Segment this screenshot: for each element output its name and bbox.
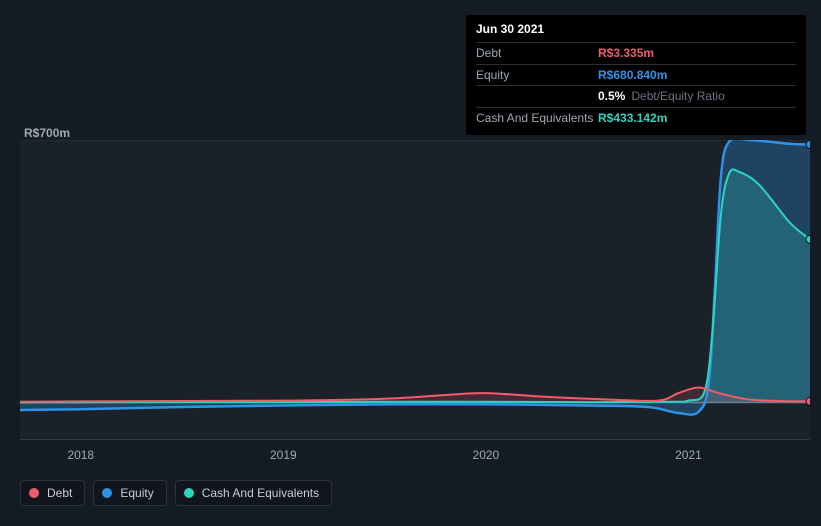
legend-item[interactable]: Equity	[93, 480, 166, 506]
y-axis-label: R$700m	[24, 126, 70, 140]
tooltip-row: EquityR$680.840m	[476, 65, 796, 87]
x-axis-label: 2021	[675, 448, 702, 462]
tooltip-row: Cash And EquivalentsR$433.142m	[476, 108, 796, 129]
legend-item[interactable]: Cash And Equivalents	[175, 480, 332, 506]
x-axis-label: 2020	[473, 448, 500, 462]
chart-legend: Debt Equity Cash And Equivalents	[20, 480, 332, 506]
x-axis-label: 2018	[67, 448, 94, 462]
tooltip-row: 0.5%Debt/Equity Ratio	[476, 86, 796, 108]
tooltip-label: Equity	[476, 67, 598, 84]
chart-plot	[20, 140, 810, 440]
legend-swatch	[102, 488, 112, 498]
tooltip-value: R$433.142m	[598, 110, 667, 127]
legend-label: Debt	[47, 486, 72, 500]
legend-label: Cash And Equivalents	[202, 486, 319, 500]
legend-swatch	[184, 488, 194, 498]
tooltip-label: Cash And Equivalents	[476, 110, 598, 127]
legend-item[interactable]: Debt	[20, 480, 85, 506]
legend-swatch	[29, 488, 39, 498]
legend-label: Equity	[120, 486, 153, 500]
tooltip-value: 0.5%Debt/Equity Ratio	[598, 88, 725, 105]
tooltip-value: R$3.335m	[598, 45, 654, 62]
tooltip-date: Jun 30 2021	[476, 21, 796, 43]
tooltip-label: Debt	[476, 45, 598, 62]
chart-tooltip: Jun 30 2021 DebtR$3.335mEquityR$680.840m…	[466, 15, 806, 135]
tooltip-row: DebtR$3.335m	[476, 43, 796, 65]
x-axis-label: 2019	[270, 448, 297, 462]
tooltip-value: R$680.840m	[598, 67, 667, 84]
tooltip-extra: Debt/Equity Ratio	[631, 89, 724, 103]
tooltip-label	[476, 88, 598, 105]
